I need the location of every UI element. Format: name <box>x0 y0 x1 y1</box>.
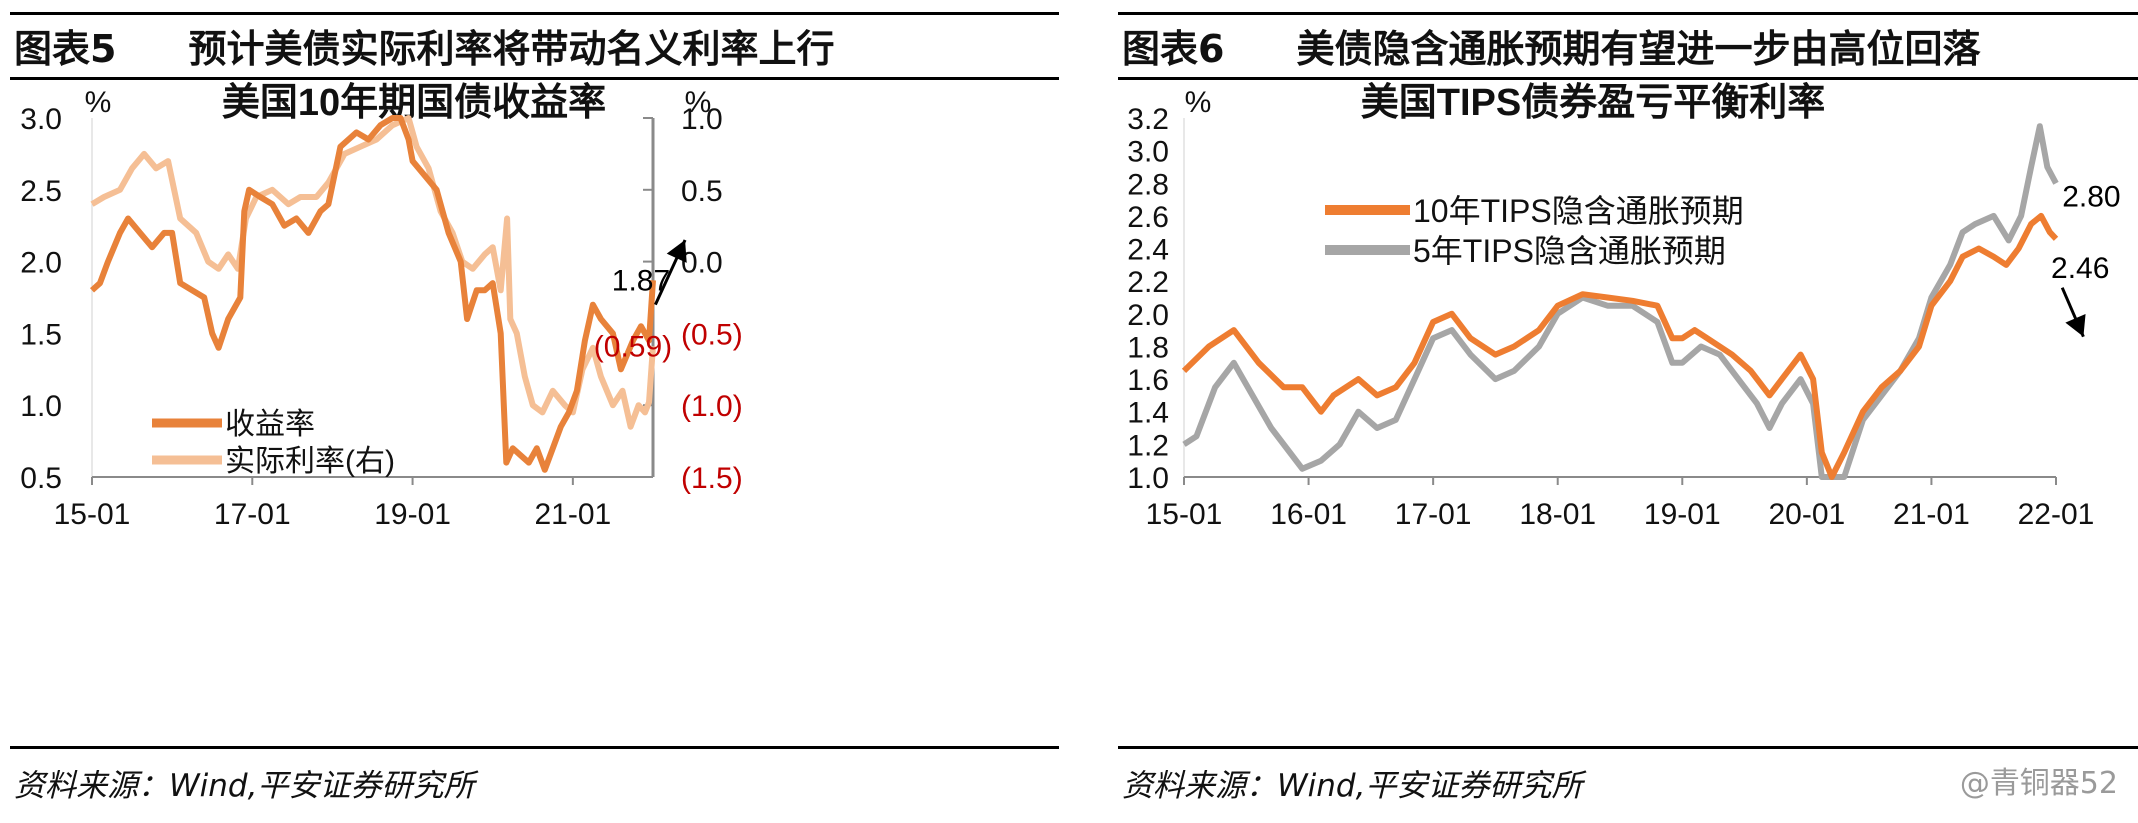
source-note: 资料来源：Wind,平安证券研究所 <box>1122 768 1583 804</box>
legend-label: 收益率 <box>225 408 315 441</box>
top-rule <box>10 12 1059 15</box>
y-axis-unit: % <box>85 86 112 119</box>
x-tick-label: 22-01 <box>2018 498 2095 531</box>
y2-tick-label: 0.0 <box>681 247 723 280</box>
yield-chart: 3.0 2.5 2.0 1.5 1.0 0.5 1.0 0.5 0.0 (0.5) (1.0) (1.… <box>20 82 743 531</box>
panel-figure-6: 图表6 美债隐含通胀预期有望进一步由高位回落 3.2 3.0 2.8 2.6 2.4 2.… <box>1118 0 2138 823</box>
x-tick-label: 16-01 <box>1270 498 1347 531</box>
x-tick-label: 19-01 <box>374 498 451 531</box>
x-tick-label: 17-01 <box>214 498 291 531</box>
chart-title: 美国10年期国债收益率 <box>222 82 606 124</box>
x-tick-label: 21-01 <box>534 498 611 531</box>
y-tick-label: 3.2 <box>1127 103 1169 136</box>
y2-tick-label: (1.5) <box>681 462 743 495</box>
watermark: @青铜器52 <box>1959 766 2118 801</box>
y-tick-label: 2.5 <box>20 175 62 208</box>
x-tick-label: 15-01 <box>54 498 131 531</box>
source-rule <box>10 746 1059 749</box>
data-label: (0.59) <box>594 330 672 363</box>
y-tick-label: 1.2 <box>1127 429 1169 462</box>
y2-axis-unit: % <box>685 86 712 119</box>
y-tick-label: 3.0 <box>20 103 62 136</box>
y-tick-label: 2.2 <box>1127 266 1169 299</box>
figure-header: 图表6 美债隐含通胀预期有望进一步由高位回落 <box>1118 14 2138 76</box>
tips5-series-line <box>1182 123 2059 480</box>
yield-series-line <box>89 115 656 473</box>
y-axis-unit: % <box>1185 86 1212 119</box>
x-tick-label: 19-01 <box>1644 498 1721 531</box>
real-rate-series-line <box>90 115 656 430</box>
y-tick-label: 0.5 <box>20 462 62 495</box>
y2-tick-label: 0.5 <box>681 175 723 208</box>
figure-title: 美债隐含通胀预期有望进一步由高位回落 <box>1296 26 1981 71</box>
legend-label: 实际利率(右) <box>225 445 395 478</box>
y2-tick-label: (0.5) <box>681 318 743 351</box>
header-rule <box>10 77 1059 80</box>
tips10-series-line <box>1181 212 2059 480</box>
chart-title: 美国TIPS债券盈亏平衡利率 <box>1361 82 1825 124</box>
y-tick-label: 2.0 <box>20 247 62 280</box>
y-tick-label: 1.0 <box>20 390 62 423</box>
y2-tick-label: (1.0) <box>681 390 743 423</box>
y-tick-label: 1.6 <box>1127 364 1169 397</box>
data-label: 2.80 <box>2062 180 2120 213</box>
y-tick-label: 1.0 <box>1127 462 1169 495</box>
top-rule <box>1118 12 2138 15</box>
tips-breakeven-chart: 3.23.02.82.62.42.22.01.81.61.41.21.015-0… <box>1127 82 2120 531</box>
x-tick-label: 20-01 <box>1768 498 1845 531</box>
figure-header: 图表5 预计美债实际利率将带动名义利率上行 <box>10 14 1059 76</box>
y-tick-label: 1.8 <box>1127 331 1169 364</box>
x-tick-label: 17-01 <box>1395 498 1472 531</box>
y-tick-label: 2.8 <box>1127 168 1169 201</box>
y-tick-label: 2.6 <box>1127 201 1169 234</box>
trend-arrow-head <box>666 240 687 263</box>
data-label: 2.46 <box>2051 252 2109 285</box>
panel-figure-5: 图表5 预计美债实际利率将带动名义利率上行 3.0 2.5 2.0 1.5 1.0 0.5… <box>10 0 1059 823</box>
source-note: 资料来源：Wind,平安证券研究所 <box>14 768 475 804</box>
y-tick-label: 1.4 <box>1127 397 1169 430</box>
legend-label: 5年TIPS隐含通胀预期 <box>1413 233 1726 269</box>
x-tick-label: 15-01 <box>1146 498 1223 531</box>
header-rule <box>1118 77 2138 80</box>
y-tick-label: 2.0 <box>1127 299 1169 332</box>
y-tick-label: 3.0 <box>1127 136 1169 169</box>
y-tick-label: 2.4 <box>1127 234 1169 267</box>
x-tick-label: 21-01 <box>1893 498 1970 531</box>
legend-label: 10年TIPS隐含通胀预期 <box>1413 193 1744 229</box>
figure-number: 图表5 <box>14 26 117 71</box>
figure-number: 图表6 <box>1122 26 1225 71</box>
x-tick-label: 18-01 <box>1519 498 1596 531</box>
y2-tick-label: 1.0 <box>681 103 723 136</box>
trend-arrow-head <box>2065 313 2086 337</box>
figure-title: 预计美债实际利率将带动名义利率上行 <box>188 26 835 71</box>
y-tick-label: 1.5 <box>20 318 62 351</box>
source-rule <box>1118 746 2138 749</box>
